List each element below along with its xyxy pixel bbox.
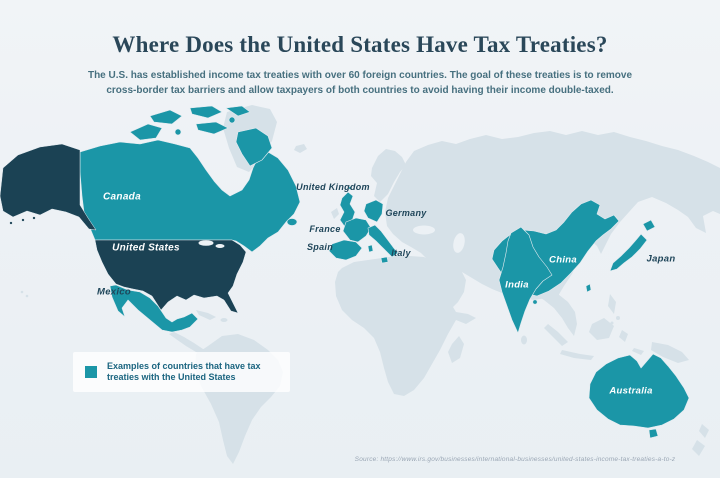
island-newfoundland — [286, 218, 298, 226]
label-mexico: Mexico — [96, 286, 132, 298]
island-sicily — [380, 256, 389, 264]
country-cuba — [196, 310, 216, 320]
island-timor — [632, 348, 644, 355]
label-italy: Italy — [391, 248, 411, 258]
island-java — [560, 350, 594, 360]
inland-seas — [413, 225, 465, 253]
label-india: India — [505, 279, 529, 291]
island-borneo — [589, 318, 614, 340]
legend-swatch — [85, 366, 97, 378]
island-shetland — [348, 186, 352, 190]
label-united-kingdom: United Kingdom — [296, 182, 370, 192]
country-japan-honshu — [609, 233, 648, 272]
canada-arctic-island-2 — [149, 109, 183, 125]
region-eurasia — [385, 131, 720, 308]
country-germany — [363, 199, 384, 223]
island-taiwan — [585, 283, 592, 293]
country-ireland — [331, 208, 339, 219]
caspian-sea — [453, 233, 465, 253]
aleutian-island-3 — [32, 216, 36, 220]
island-palawan — [610, 321, 614, 325]
canada-arctic-island-4 — [195, 121, 229, 135]
country-madagascar — [448, 336, 464, 363]
country-iceland — [294, 144, 307, 153]
region-africa — [335, 256, 476, 396]
source-note: Source: https://www.irs.gov/businesses/i… — [354, 456, 676, 463]
country-philippines — [608, 294, 616, 314]
aleutian-island-1 — [9, 221, 13, 225]
island-hainan — [532, 299, 538, 305]
label-australia: Australia — [609, 385, 653, 397]
island-hispaniola — [220, 318, 228, 322]
country-japan-hokkaido — [642, 219, 656, 232]
land-united-states — [0, 143, 247, 314]
region-scandinavia — [371, 149, 406, 202]
subtitle-line-2: cross-border tax barriers and allow taxp… — [106, 85, 614, 96]
country-spain — [328, 239, 363, 261]
country-italy — [367, 224, 399, 258]
canada-arctic-island-6 — [174, 128, 182, 136]
label-germany: Germany — [385, 208, 427, 218]
canada-arctic-island-7 — [228, 116, 236, 124]
label-china: China — [549, 254, 577, 266]
label-canada: Canada — [103, 191, 141, 203]
aleutian-island-2 — [21, 218, 25, 222]
state-alaska — [0, 143, 97, 231]
island-tasmania — [648, 428, 659, 439]
great-lakes — [198, 240, 225, 248]
island-sri-lanka — [521, 335, 527, 345]
country-new-zealand-south — [692, 440, 705, 456]
land-treaty — [79, 105, 690, 439]
country-india — [498, 226, 553, 334]
great-lake-west — [198, 240, 214, 246]
island-new-guinea — [651, 342, 689, 363]
label-united-states: United States — [112, 242, 180, 254]
page-title: Where Does the United States Have Tax Tr… — [112, 32, 608, 58]
island-sardinia — [367, 244, 374, 253]
great-lake-east — [215, 244, 225, 248]
label-france: France — [309, 224, 341, 234]
country-australia — [588, 353, 690, 429]
island-sumatra — [544, 324, 568, 346]
island-hawaii-1 — [20, 290, 24, 294]
canada-baffin-island — [235, 127, 273, 167]
canada-arctic-island-5 — [225, 105, 251, 117]
country-new-zealand-north — [699, 424, 709, 438]
page-subtitle: The U.S. has established income tax trea… — [60, 68, 660, 98]
label-japan: Japan — [646, 253, 676, 265]
country-mexico — [109, 284, 199, 333]
subtitle-line-1: The U.S. has established income tax trea… — [87, 70, 633, 81]
label-spain: Spain — [306, 242, 334, 252]
canada-arctic-island-3 — [189, 105, 223, 119]
legend-box: Examples of countries that have tax trea… — [73, 352, 290, 392]
country-france — [342, 217, 372, 243]
black-sea — [413, 225, 435, 235]
island-mindanao — [616, 316, 620, 320]
canada-arctic-island-1 — [129, 123, 163, 141]
island-sulawesi — [619, 330, 628, 342]
island-hawaii-2 — [25, 294, 29, 298]
region-indochina — [534, 290, 577, 336]
legend-text: Examples of countries that have tax trea… — [107, 360, 261, 383]
country-united-states — [94, 239, 247, 314]
